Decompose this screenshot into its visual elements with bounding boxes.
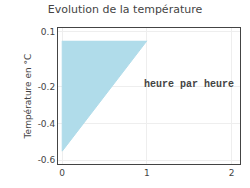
svg-text:Evolution de la température: Evolution de la température bbox=[48, 3, 203, 16]
svg-text:-0.4: -0.4 bbox=[38, 119, 56, 129]
svg-text:-0.6: -0.6 bbox=[38, 155, 56, 165]
svg-text:heure par heure: heure par heure bbox=[144, 79, 234, 90]
svg-text:Température en °C: Température en °C bbox=[23, 54, 33, 140]
svg-text:-0.2: -0.2 bbox=[38, 82, 56, 92]
svg-text:0: 0 bbox=[59, 168, 65, 178]
svg-text:1: 1 bbox=[144, 168, 150, 178]
svg-text:2: 2 bbox=[229, 168, 235, 178]
svg-text:0.1: 0.1 bbox=[41, 27, 55, 37]
